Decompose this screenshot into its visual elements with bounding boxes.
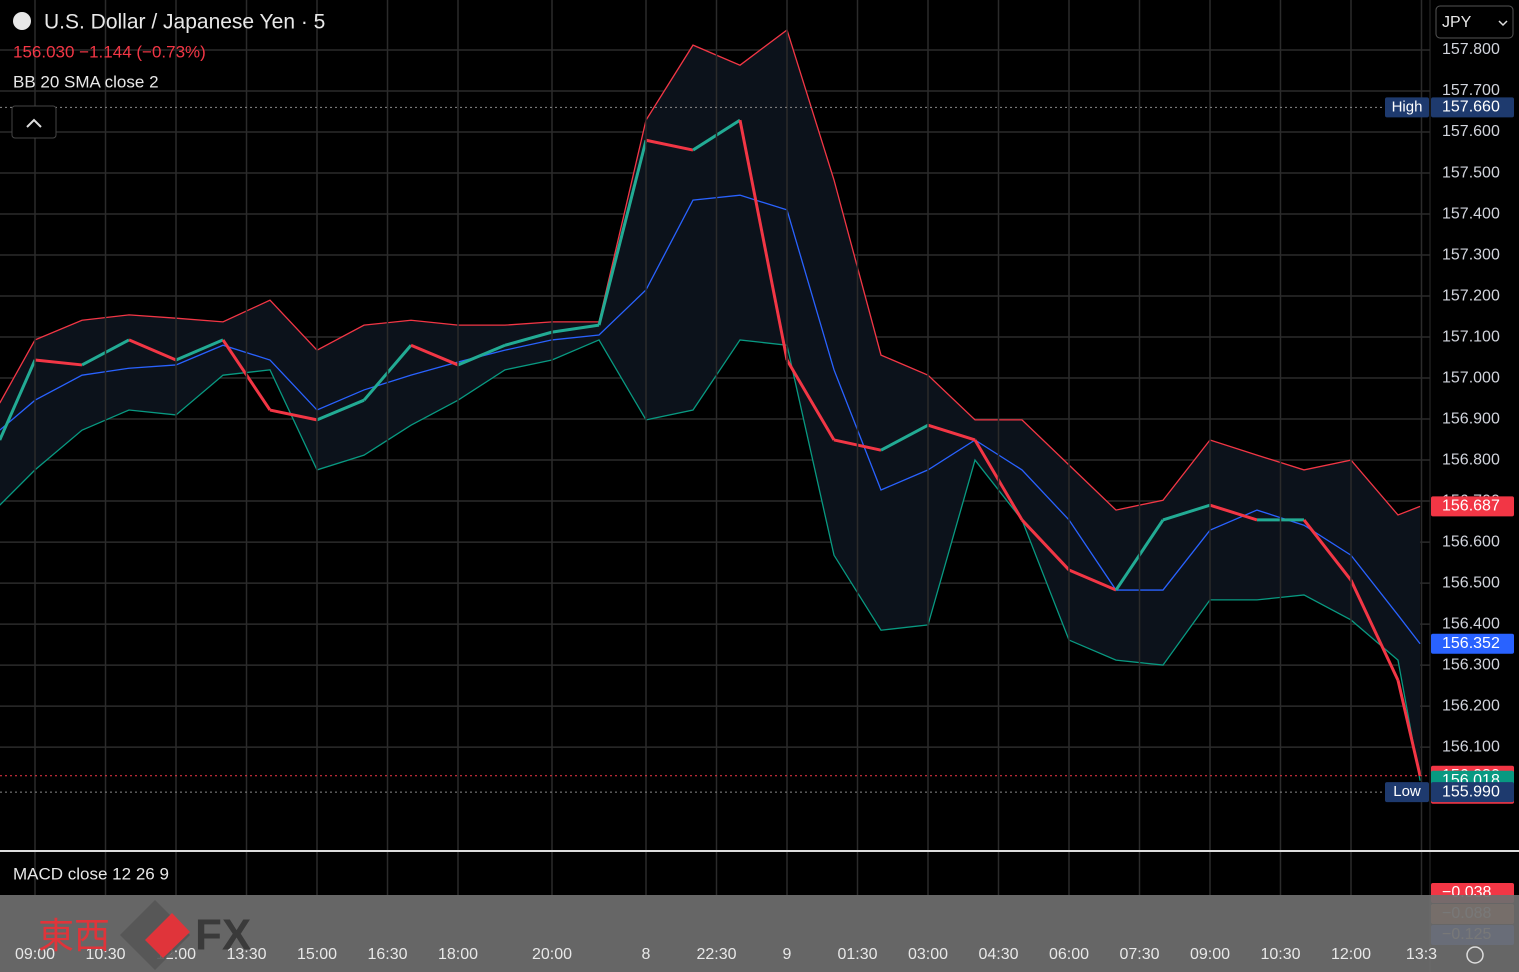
- price-tag-label: 156.687: [1442, 498, 1500, 515]
- y-tick-label: 156.500: [1442, 574, 1500, 591]
- y-tick-label: 157.400: [1442, 205, 1500, 222]
- tag-name-box: [1385, 97, 1429, 118]
- price-segment: [551, 323, 600, 334]
- price-segment: [316, 398, 365, 422]
- price-segment: [1162, 503, 1211, 522]
- price-segment: [738, 119, 789, 361]
- currency-label: JPY: [1442, 14, 1472, 31]
- y-tick-label: 156.600: [1442, 533, 1500, 550]
- y-tick-label: 157.800: [1442, 41, 1500, 58]
- collapse-button[interactable]: [11, 105, 57, 139]
- x-tick-label: 13:3: [1406, 946, 1437, 963]
- price-segment: [1302, 519, 1353, 582]
- x-tick-label: 18:00: [438, 946, 478, 963]
- price-segment: [880, 423, 929, 452]
- symbol-icon: [13, 12, 31, 30]
- x-tick-label: 10:30: [85, 946, 125, 963]
- tag-name-box: [1385, 782, 1429, 803]
- price-segment: [175, 338, 224, 362]
- x-tick-label: 20:00: [532, 946, 572, 963]
- price-segment: [1209, 503, 1258, 522]
- price-segment: [34, 358, 83, 367]
- indicator-label: BB 20 SMA close 2: [13, 72, 159, 91]
- y-tick-label: 157.700: [1442, 82, 1500, 99]
- price-tag: [1431, 633, 1514, 654]
- price-segment: [785, 359, 836, 441]
- watermark-brand: 東西: [38, 916, 110, 957]
- x-tick-label: 07:30: [1119, 946, 1159, 963]
- x-tick-label: 10:30: [1260, 946, 1300, 963]
- y-tick-label: 156.900: [1442, 410, 1500, 427]
- band-fill: [0, 29, 1421, 781]
- tag-name: High: [1392, 98, 1423, 115]
- y-tick-label: 157.300: [1442, 246, 1500, 263]
- x-tick-label: 16:30: [367, 946, 407, 963]
- x-tick-label: 09:00: [15, 946, 55, 963]
- y-tick-label: 156.300: [1442, 656, 1500, 673]
- y-tick-label: 157.500: [1442, 164, 1500, 181]
- price-tag: [1431, 782, 1514, 803]
- x-tick-label: 04:30: [978, 946, 1018, 963]
- x-tick-label: 09:00: [1190, 946, 1230, 963]
- settings-icon[interactable]: [1466, 946, 1484, 964]
- x-tick-label: 8: [642, 946, 651, 963]
- price-tag: [1431, 97, 1514, 118]
- x-tick-label: 03:00: [908, 946, 948, 963]
- price-segment: [597, 139, 648, 326]
- macd-title: MACD close 12 26 9: [13, 864, 169, 883]
- plot-area: [0, 28, 1430, 781]
- x-tick-label: 06:00: [1049, 946, 1089, 963]
- price-segment: [128, 338, 177, 362]
- dropdown-icon: [1498, 20, 1508, 27]
- price-segment: [410, 343, 459, 367]
- y-tick-label: 157.100: [1442, 328, 1500, 345]
- chevron-icon: [26, 118, 42, 128]
- price-segment: [1349, 579, 1400, 681]
- price-segment: [1068, 568, 1117, 592]
- price-tag-label: 157.660: [1442, 99, 1500, 116]
- x-tick-label: 9: [783, 946, 792, 963]
- x-tick-label: 15:00: [297, 946, 337, 963]
- tag-name: Low: [1393, 783, 1421, 800]
- footer-overlay: [0, 895, 1519, 972]
- price-segment: [269, 408, 318, 422]
- price-segment: [457, 343, 506, 367]
- price-segment: [645, 138, 694, 152]
- y-tick-label: 156.100: [1442, 738, 1500, 755]
- price-segment: [927, 423, 976, 442]
- price-tag-label: 156.352: [1442, 635, 1500, 652]
- y-tick-label: 156.400: [1442, 615, 1500, 632]
- price-segment: [1396, 679, 1422, 777]
- y-tick-label: 157.600: [1442, 123, 1500, 140]
- x-tick-label: 13:30: [226, 946, 266, 963]
- quote: 156.030 −1.144 (−0.73%): [13, 42, 206, 61]
- y-tick-label: 156.200: [1442, 697, 1500, 714]
- price-segment: [504, 330, 553, 347]
- watermark-suffix: FX: [195, 911, 251, 960]
- price-tag: [1431, 496, 1514, 517]
- y-tick-label: 156.800: [1442, 451, 1500, 468]
- x-tick-label: 12:00: [1331, 946, 1371, 963]
- x-tick-label: 22:30: [696, 946, 736, 963]
- price-segment: [1020, 518, 1071, 571]
- price-tag-label: 155.990: [1442, 783, 1500, 800]
- chart-title: U.S. Dollar / Japanese Yen · 5: [44, 11, 325, 34]
- x-tick-label: 01:30: [837, 946, 877, 963]
- currency-select[interactable]: [1435, 5, 1514, 39]
- y-tick-label: 157.200: [1442, 287, 1500, 304]
- y-tick-label: 157.000: [1442, 369, 1500, 386]
- price-segment: [0, 359, 37, 441]
- watermark-logo-accent: [145, 913, 190, 958]
